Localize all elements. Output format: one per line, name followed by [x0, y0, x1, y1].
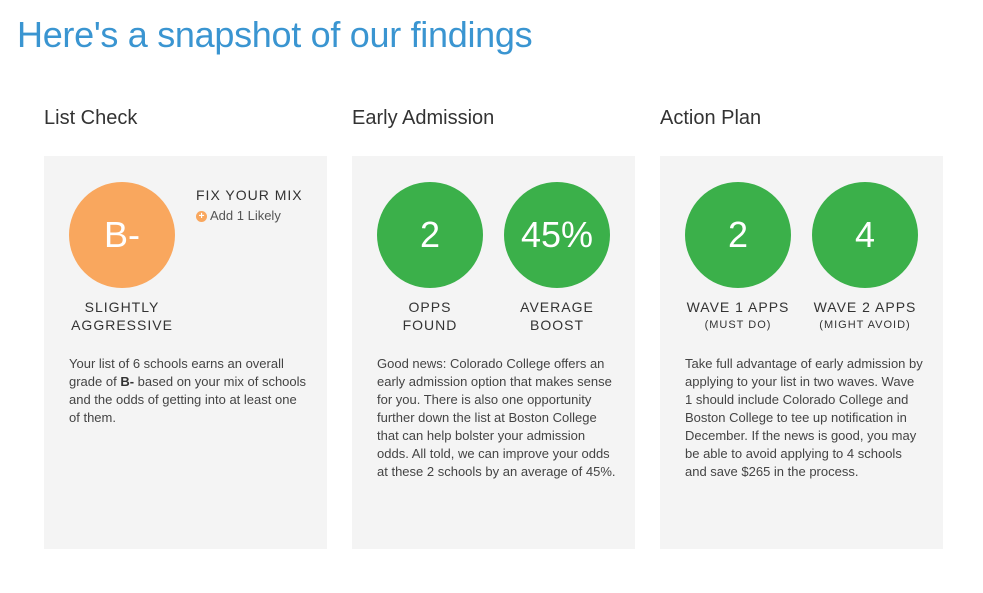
- desc-text-post: based on your mix of schools and the odd…: [69, 374, 307, 425]
- wave1-label-text: WAVE 1 APPS: [686, 299, 790, 315]
- wave2-label: WAVE 2 APPS (MIGHT AVOID): [800, 298, 930, 333]
- add-likely-link[interactable]: + Add 1 Likely: [196, 208, 303, 224]
- opps-found-line2: FOUND: [402, 317, 458, 333]
- wave1-sub-label: (MUST DO): [704, 319, 772, 331]
- average-boost-line2: BOOST: [529, 317, 584, 333]
- action-plan-title: Action Plan: [660, 107, 762, 129]
- opps-found-line1: OPPS: [408, 299, 452, 315]
- wave1-circle: 2: [685, 182, 791, 288]
- average-boost-circle: 45%: [504, 182, 610, 288]
- wave2-label-text: WAVE 2 APPS: [813, 299, 917, 315]
- early-admission-description: Good news: Colorado College offers an ea…: [377, 356, 616, 479]
- average-boost-label: AVERAGE BOOST: [492, 298, 622, 334]
- action-plan-card: 2 WAVE 1 APPS (MUST DO) 4 WAVE 2 APPS (M…: [660, 156, 943, 549]
- opps-found-circle: 2: [377, 182, 483, 288]
- list-check-title: List Check: [44, 107, 138, 129]
- average-boost-line1: AVERAGE: [520, 299, 594, 315]
- opps-found-stat: 2 OPPS FOUND: [377, 182, 483, 334]
- action-plan-description: Take full advantage of early admission b…: [685, 356, 923, 479]
- early-admission-card: 2 OPPS FOUND 45% AVERAGE BOOST Good news…: [352, 156, 635, 549]
- wave1-label: WAVE 1 APPS (MUST DO): [673, 298, 803, 333]
- action-plan-section: Action Plan 2 WAVE 1 APPS (MUST DO) 4 WA…: [660, 104, 943, 549]
- list-check-description: Your list of 6 schools earns an overall …: [69, 355, 309, 427]
- desc-text-pre: Your list of 6 schools earns an overall …: [69, 356, 284, 389]
- wave1-stat: 2 WAVE 1 APPS (MUST DO): [685, 182, 791, 333]
- wave2-stat: 4 WAVE 2 APPS (MIGHT AVOID): [812, 182, 918, 333]
- add-likely-label: Add 1 Likely: [210, 208, 281, 223]
- early-admission-title: Early Admission: [352, 107, 495, 129]
- early-admission-section: Early Admission 2 OPPS FOUND 45% AVERAGE…: [352, 104, 635, 549]
- grade-label-line1: SLIGHTLY: [84, 299, 160, 315]
- plus-circle-icon: +: [196, 210, 207, 222]
- wave2-circle: 4: [812, 182, 918, 288]
- list-check-section: List Check B- SLIGHTLY AGGRESSIVE FIX YO…: [44, 104, 327, 549]
- grade-label: SLIGHTLY AGGRESSIVE: [52, 298, 192, 334]
- grade-stat: B- SLIGHTLY AGGRESSIVE: [69, 182, 175, 334]
- grade-circle: B-: [69, 182, 175, 288]
- fix-your-mix: FIX YOUR MIX + Add 1 Likely: [196, 186, 303, 224]
- page-title: Here's a snapshot of our findings: [17, 14, 533, 55]
- list-check-card: B- SLIGHTLY AGGRESSIVE FIX YOUR MIX + Ad…: [44, 156, 327, 549]
- opps-found-label: OPPS FOUND: [377, 298, 483, 334]
- desc-grade: B-: [120, 374, 135, 389]
- fix-title: FIX YOUR MIX: [196, 187, 303, 203]
- wave2-sub-label: (MIGHT AVOID): [819, 319, 911, 331]
- average-boost-stat: 45% AVERAGE BOOST: [504, 182, 610, 334]
- grade-label-line2: AGGRESSIVE: [71, 317, 173, 333]
